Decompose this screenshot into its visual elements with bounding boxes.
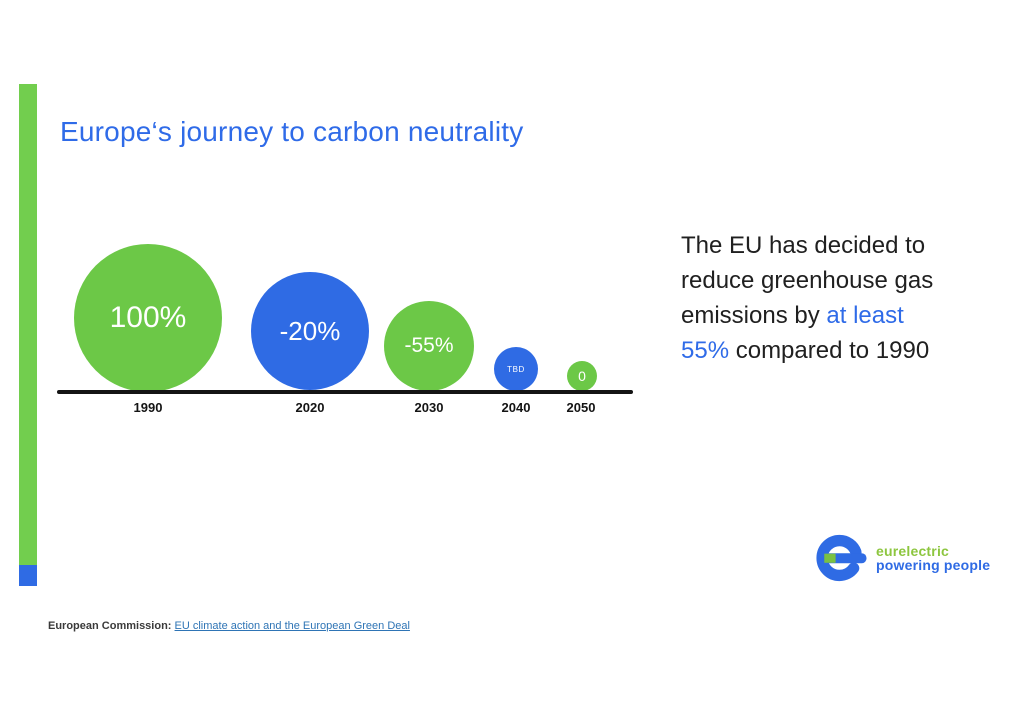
logo-brand: eurelectric bbox=[876, 543, 950, 559]
bubble-2030: -55% bbox=[384, 301, 474, 391]
bubble-2050-label: 0 bbox=[578, 368, 586, 384]
eurelectric-logo: eurelectric powering people bbox=[816, 531, 990, 585]
left-accent-bar bbox=[19, 84, 37, 565]
bubble-2030-label: -55% bbox=[404, 334, 454, 357]
axis-tick-2040: 2040 bbox=[501, 400, 531, 415]
axis-tick-2050: 2050 bbox=[566, 400, 596, 415]
callout-line-1: The EU has decided to bbox=[681, 232, 926, 259]
source-prefix: European Commission: bbox=[48, 620, 175, 632]
bubble-1990: 100% bbox=[74, 244, 222, 392]
bubble-2040-label: TBD bbox=[507, 364, 525, 374]
eurelectric-e-icon bbox=[816, 534, 867, 582]
bubble-2050: 0 bbox=[567, 361, 597, 391]
page-title: Europe‘s journey to carbon neutrality bbox=[60, 116, 524, 147]
source-link[interactable]: EU climate action and the European Green… bbox=[174, 620, 410, 632]
callout-line-3: emissions by at least bbox=[681, 298, 981, 333]
callout-line-4: 55% compared to 1990 bbox=[681, 333, 981, 368]
timeline-axis bbox=[57, 390, 633, 394]
axis-tick-1990: 1990 bbox=[133, 400, 163, 415]
source-footnote: European Commission: EU climate action a… bbox=[48, 620, 410, 632]
bubble-1990-label: 100% bbox=[109, 301, 187, 334]
bubble-2020: -20% bbox=[251, 272, 369, 390]
bubble-2040: TBD bbox=[494, 347, 538, 391]
callout-line-3-black: emissions by bbox=[681, 302, 827, 329]
callout-line-3-highlight: at least bbox=[826, 302, 904, 329]
callout-line-4-highlight: 55% bbox=[681, 337, 730, 364]
logo-text: eurelectric powering people bbox=[876, 544, 990, 572]
callout-text: The EU has decided to reduce greenhouse … bbox=[681, 228, 981, 368]
bubble-2020-label: -20% bbox=[279, 315, 341, 346]
left-accent-bar-foot bbox=[19, 565, 37, 586]
callout-line-4-black: compared to 1990 bbox=[729, 337, 930, 364]
emissions-bubble-chart: 100% -20% -55% TBD 0 1990 2020 2030 2040… bbox=[0, 0, 660, 430]
callout-line-2: reduce greenhouse gas bbox=[681, 267, 934, 294]
axis-tick-2030: 2030 bbox=[414, 400, 444, 415]
logo-tagline: powering people bbox=[876, 557, 991, 573]
axis-tick-2020: 2020 bbox=[295, 400, 325, 415]
